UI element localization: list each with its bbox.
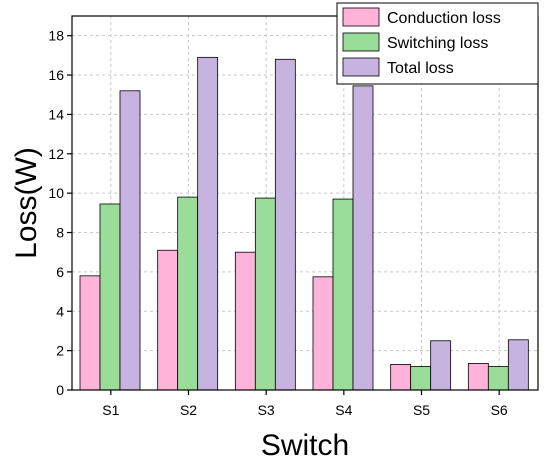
y-tick-label: 12: [48, 146, 64, 162]
y-tick-label: 8: [56, 225, 64, 241]
bar-switching-loss: [332, 198, 354, 391]
bar-total-loss: [507, 339, 529, 391]
plot-frame: [71, 15, 539, 391]
x-tick-label: S5: [413, 402, 430, 418]
bar-conduction-loss: [467, 363, 489, 391]
bar-switching-loss: [177, 196, 199, 391]
x-tick-label: S6: [491, 402, 508, 418]
y-tick-label: 14: [48, 106, 64, 122]
bars: [79, 56, 529, 391]
axis-ticks: 0 2 4 6 8 10 12 14 16 18 S1 S2 S3 S4 S5 S6: [48, 28, 508, 418]
x-tick-label: S4: [335, 402, 352, 418]
legend: Conduction loss Switching loss Total loss: [336, 2, 539, 85]
y-tick-label: 0: [56, 382, 64, 398]
bar-conduction-loss: [234, 251, 256, 391]
y-tick-label: 2: [56, 343, 64, 359]
bar-conduction-loss: [390, 364, 412, 391]
bar-total-loss: [119, 90, 141, 391]
bar-total-loss: [274, 58, 296, 391]
legend-label: Conduction loss: [387, 10, 501, 27]
y-tick-label: 16: [48, 67, 64, 83]
y-tick-label: 10: [48, 185, 64, 201]
bar-switching-loss: [99, 203, 121, 391]
bar-total-loss: [197, 56, 219, 391]
x-tick-label: S2: [180, 402, 197, 418]
y-tick-label: 6: [56, 264, 64, 280]
legend-swatch: [342, 57, 380, 77]
bar-switching-loss: [410, 365, 432, 391]
y-tick-label: 18: [48, 28, 64, 44]
x-axis-title: Switch: [261, 429, 349, 462]
bar-conduction-loss: [157, 249, 179, 391]
legend-label: Switching loss: [387, 35, 488, 52]
bar-total-loss: [430, 340, 452, 391]
legend-label: Total loss: [387, 60, 454, 77]
bar-total-loss: [352, 85, 374, 391]
x-tick-label: S3: [258, 402, 275, 418]
bar-switching-loss: [487, 365, 509, 391]
bar-conduction-loss: [312, 276, 334, 391]
bar-switching-loss: [254, 197, 276, 391]
y-tick-label: 4: [56, 303, 64, 319]
bar-conduction-loss: [79, 275, 101, 391]
x-tick-label: S1: [102, 402, 119, 418]
legend-swatch: [342, 32, 380, 52]
legend-swatch: [342, 7, 380, 27]
y-axis-title: Loss(W): [10, 147, 43, 259]
